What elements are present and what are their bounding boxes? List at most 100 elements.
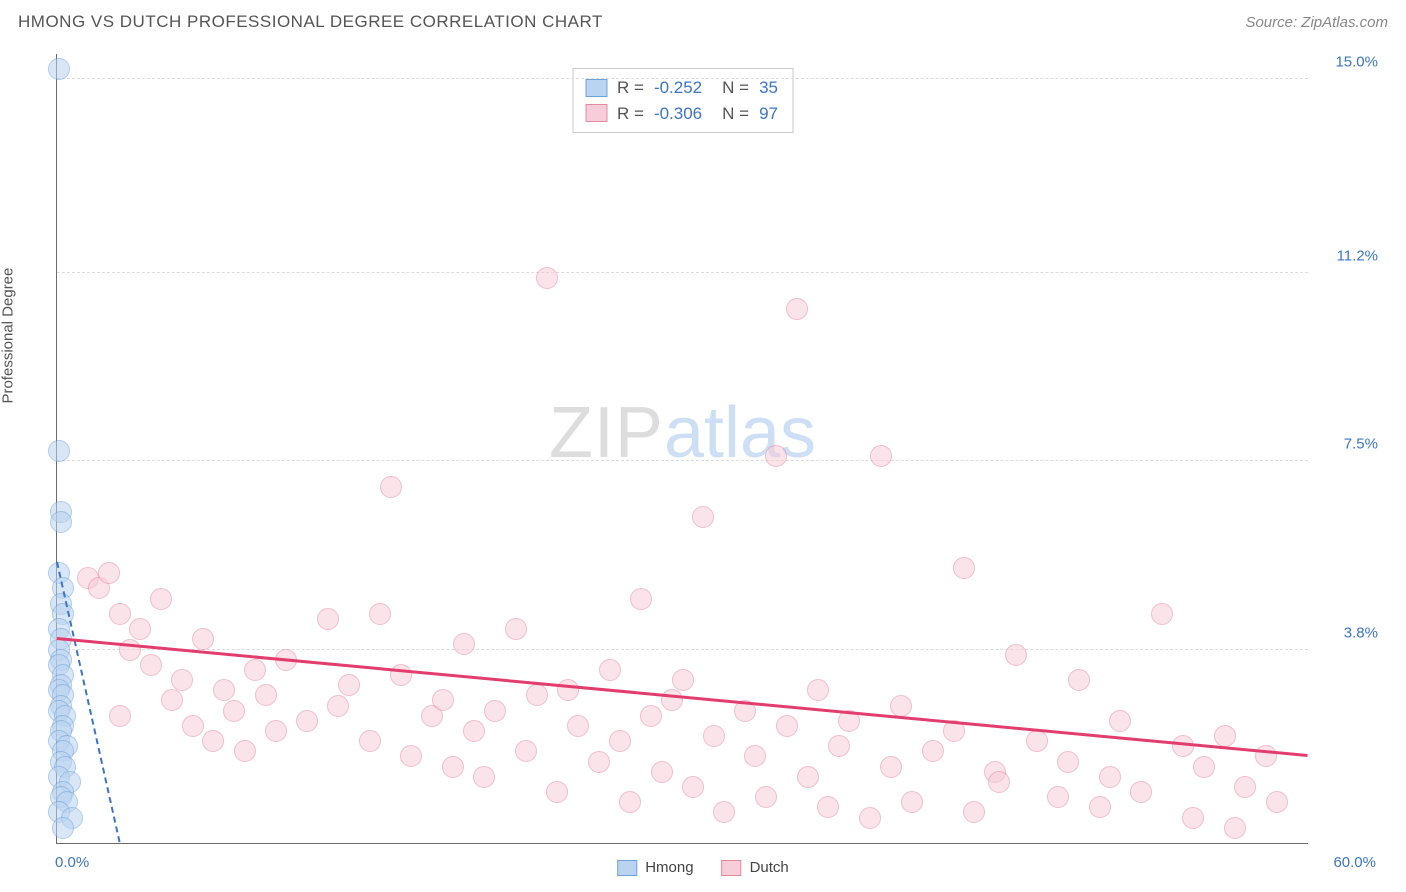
data-point	[599, 659, 621, 681]
plot-area: ZIPatlas R =-0.252N =35R =-0.306N =97 3.…	[56, 54, 1308, 844]
data-point	[953, 557, 975, 579]
data-point	[651, 761, 673, 783]
stats-r-value: -0.306	[654, 101, 702, 127]
data-point	[1172, 735, 1194, 757]
data-point	[119, 639, 141, 661]
data-point	[390, 664, 412, 686]
data-point	[557, 679, 579, 701]
data-point	[317, 608, 339, 630]
stats-n-label: N =	[722, 101, 749, 127]
data-point	[380, 476, 402, 498]
data-point	[129, 618, 151, 640]
chart-title: HMONG VS DUTCH PROFESSIONAL DEGREE CORRE…	[18, 12, 603, 32]
gridline	[57, 649, 1308, 650]
data-point	[1193, 756, 1215, 778]
data-point	[265, 720, 287, 742]
trend-line	[57, 637, 1308, 757]
data-point	[484, 700, 506, 722]
data-point	[140, 654, 162, 676]
data-point	[213, 679, 235, 701]
data-point	[1266, 791, 1288, 813]
data-point	[505, 618, 527, 640]
data-point	[109, 603, 131, 625]
data-point	[703, 725, 725, 747]
source-label: Source: ZipAtlas.com	[1245, 14, 1388, 31]
data-point	[567, 715, 589, 737]
data-point	[755, 786, 777, 808]
data-point	[150, 588, 172, 610]
data-point	[1109, 710, 1131, 732]
stats-n-value: 97	[759, 101, 778, 127]
gridline	[57, 272, 1308, 273]
stats-r-label: R =	[617, 101, 644, 127]
data-point	[588, 751, 610, 773]
data-point	[48, 440, 70, 462]
data-point	[1182, 807, 1204, 829]
data-point	[828, 735, 850, 757]
data-point	[338, 674, 360, 696]
data-point	[50, 511, 72, 533]
data-point	[692, 506, 714, 528]
data-point	[359, 730, 381, 752]
data-point	[1214, 725, 1236, 747]
data-point	[109, 705, 131, 727]
legend-label: Hmong	[645, 859, 693, 876]
data-point	[807, 679, 829, 701]
swatch-icon	[585, 104, 607, 122]
x-tick-label: 0.0%	[55, 854, 89, 871]
data-point	[546, 781, 568, 803]
swatch-icon	[585, 79, 607, 97]
data-point	[536, 267, 558, 289]
y-axis-label: Professional Degree	[0, 268, 17, 404]
data-point	[255, 684, 277, 706]
y-tick-label: 11.2%	[1318, 247, 1378, 264]
data-point	[296, 710, 318, 732]
data-point	[619, 791, 641, 813]
gridline	[57, 78, 1308, 79]
legend: Hmong Dutch	[617, 859, 789, 876]
data-point	[432, 689, 454, 711]
data-point	[859, 807, 881, 829]
data-point	[234, 740, 256, 762]
data-point	[901, 791, 923, 813]
data-point	[48, 58, 70, 80]
data-point	[223, 700, 245, 722]
data-point	[1130, 781, 1152, 803]
data-point	[776, 715, 798, 737]
data-point	[870, 445, 892, 467]
gridline	[57, 460, 1308, 461]
data-point	[609, 730, 631, 752]
stats-row: R = -0.306 N = 97	[585, 101, 778, 127]
data-point	[786, 298, 808, 320]
y-tick-label: 15.0%	[1318, 54, 1378, 71]
data-point	[661, 689, 683, 711]
data-point	[1224, 817, 1246, 839]
legend-item: Dutch	[722, 859, 789, 876]
data-point	[880, 756, 902, 778]
data-point	[890, 695, 912, 717]
data-point	[1047, 786, 1069, 808]
x-tick-label: 60.0%	[1333, 854, 1376, 871]
header: HMONG VS DUTCH PROFESSIONAL DEGREE CORRE…	[0, 0, 1406, 40]
data-point	[98, 562, 120, 584]
data-point	[1026, 730, 1048, 752]
data-point	[1068, 669, 1090, 691]
data-point	[161, 689, 183, 711]
data-point	[744, 745, 766, 767]
legend-item: Hmong	[617, 859, 693, 876]
data-point	[797, 766, 819, 788]
data-point	[515, 740, 537, 762]
data-point	[1234, 776, 1256, 798]
data-point	[182, 715, 204, 737]
data-point	[682, 776, 704, 798]
data-point	[244, 659, 266, 681]
data-point	[52, 817, 74, 839]
data-point	[473, 766, 495, 788]
data-point	[765, 445, 787, 467]
y-tick-label: 7.5%	[1318, 436, 1378, 453]
data-point	[453, 633, 475, 655]
data-point	[1099, 766, 1121, 788]
data-point	[988, 771, 1010, 793]
data-point	[463, 720, 485, 742]
y-tick-label: 3.8%	[1318, 624, 1378, 641]
